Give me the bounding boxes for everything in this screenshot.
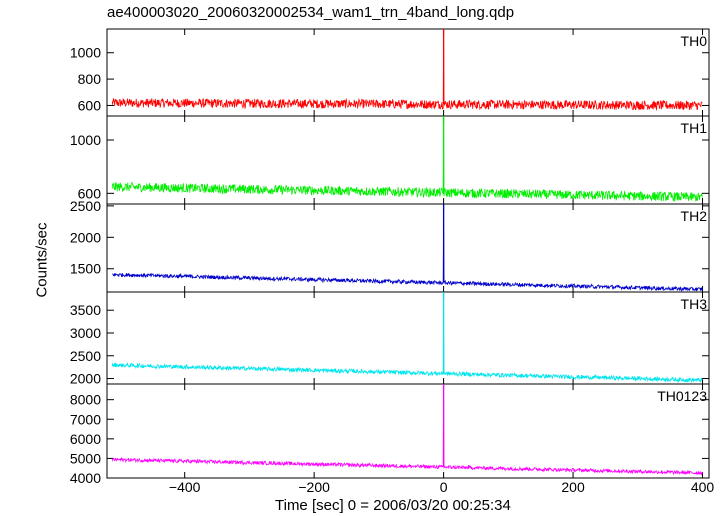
x-tick-label-400: 400 — [691, 479, 715, 495]
y-axis-label: Counts/sec — [33, 222, 51, 298]
series-line-TH2 — [112, 203, 703, 292]
panel-frame-TH3 — [106, 291, 710, 385]
y-tick-label-TH3-2000: 2000 — [70, 371, 101, 387]
x-tick-label--400: −400 — [169, 479, 201, 495]
y-tick-label-TH1-1000: 1000 — [70, 132, 101, 148]
series-line-TH0123 — [111, 383, 703, 476]
y-tick-label-TH2-2000: 2000 — [70, 229, 101, 245]
series-line-TH3 — [111, 291, 703, 384]
x-tick-label-0: 0 — [440, 479, 448, 495]
y-tick-label-TH0123-4000: 4000 — [70, 470, 101, 486]
y-tick-label-TH0123-5000: 5000 — [70, 450, 101, 466]
chart-title: ae400003020_20060320002534_wam1_trn_4ban… — [107, 4, 515, 21]
y-tick-label-TH0-1000: 1000 — [70, 45, 101, 61]
panel-frame-TH0123 — [106, 383, 710, 479]
x-tick-label--200: −200 — [298, 479, 330, 495]
y-tick-label-TH0-800: 800 — [78, 71, 102, 87]
x-tick-label-200: 200 — [561, 479, 585, 495]
series-line-TH1 — [111, 115, 703, 202]
y-tick-label-TH2-1500: 1500 — [70, 261, 101, 277]
y-tick-label-TH0-600: 600 — [78, 97, 102, 113]
y-tick-label-TH0123-7000: 7000 — [70, 411, 101, 427]
panel-label-TH1: TH1 — [681, 120, 708, 136]
y-tick-label-TH0123-6000: 6000 — [70, 431, 101, 447]
panel-label-TH0: TH0 — [681, 33, 708, 49]
panel-label-TH3: TH3 — [681, 296, 708, 312]
panel-label-TH2: TH2 — [681, 208, 708, 224]
y-tick-label-TH0123-8000: 8000 — [70, 392, 101, 408]
y-tick-label-TH3-2500: 2500 — [70, 348, 101, 364]
y-tick-label-TH3-3500: 3500 — [70, 302, 101, 318]
series-line-TH0 — [111, 28, 703, 111]
y-tick-label-TH3-3000: 3000 — [70, 325, 101, 341]
y-tick-label-TH2-2500: 2500 — [70, 198, 101, 214]
y-tick-label-TH1-600: 600 — [78, 185, 102, 201]
panel-label-TH0123: TH0123 — [657, 388, 707, 404]
panel-frame-TH2 — [106, 203, 710, 293]
x-axis-label: Time [sec] 0 = 2006/03/20 00:25:34 — [275, 497, 511, 514]
